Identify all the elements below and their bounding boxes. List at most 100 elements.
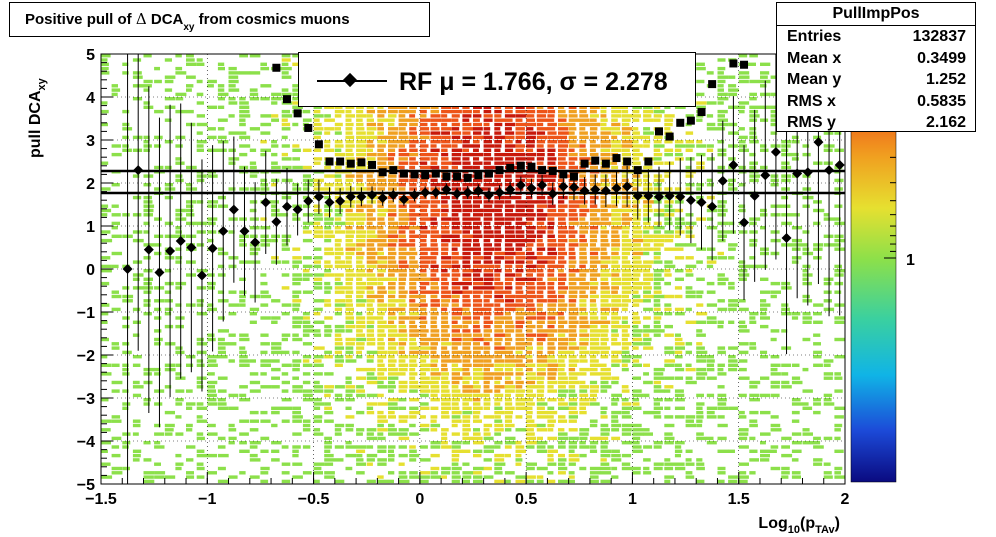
heatmap-cell [579, 393, 589, 398]
heatmap-cell [409, 445, 416, 449]
heatmap-cell [558, 294, 565, 299]
heatmap-cell [473, 260, 481, 264]
heatmap-cell [611, 260, 619, 264]
heatmap-cell [494, 217, 505, 221]
heatmap-cell [398, 269, 407, 273]
heatmap-cell [494, 109, 502, 114]
heatmap-cell [388, 174, 397, 178]
heatmap-cell [111, 445, 120, 449]
heatmap-cell [600, 453, 611, 458]
heatmap-cell [589, 471, 601, 475]
heatmap-cell [664, 238, 674, 243]
heatmap-cell [419, 428, 430, 432]
heatmap-cell [526, 221, 533, 226]
heatmap-cell [207, 423, 216, 428]
heatmap-cell [611, 264, 621, 269]
heatmap-cell [526, 226, 536, 230]
heatmap-cell [334, 226, 341, 230]
heatmap-cell [377, 350, 388, 355]
heatmap-cell [239, 294, 246, 299]
heatmap-cell [547, 187, 556, 191]
heatmap-cell [674, 277, 684, 281]
heatmap-cell [281, 406, 293, 410]
heatmap-cell [643, 140, 651, 144]
heatmap-cell [409, 453, 420, 458]
heatmap-cell [451, 144, 458, 148]
heatmap-cell [217, 342, 229, 346]
heatmap-cell [143, 479, 155, 484]
heatmap-cell [483, 307, 492, 312]
heatmap-cell [271, 161, 278, 165]
heatmap-cell [430, 105, 439, 109]
heatmap-cell [462, 290, 473, 294]
heatmap-cell [451, 359, 462, 363]
heatmap-cell [781, 303, 789, 307]
heatmap-cell [494, 105, 502, 109]
heatmap-cell [409, 200, 417, 204]
mean-point [526, 183, 537, 194]
heatmap-cell [515, 286, 523, 290]
heatmap-cell [292, 475, 303, 479]
heatmap-cell [600, 316, 607, 320]
heatmap-cell [696, 346, 705, 350]
heatmap-cell [430, 234, 442, 238]
heatmap-cell [281, 109, 290, 114]
heatmap-cell [366, 281, 378, 286]
heatmap-cell [377, 432, 384, 436]
heatmap-cell [462, 402, 469, 406]
sigma-point [346, 159, 355, 168]
heatmap-cell [558, 324, 564, 329]
heatmap-cell [334, 122, 343, 127]
heatmap-cell [260, 479, 269, 484]
heatmap-cell [101, 363, 112, 367]
heatmap-cell [494, 152, 506, 157]
heatmap-cell [388, 333, 400, 337]
heatmap-cell [558, 380, 569, 385]
heatmap-cell [632, 127, 639, 131]
heatmap-cell [366, 432, 374, 436]
heatmap-cell [600, 320, 611, 324]
heatmap-cell [281, 286, 290, 290]
heatmap-cell [228, 312, 237, 316]
heatmap-cell [207, 286, 215, 290]
heatmap-cell [674, 144, 686, 148]
heatmap-cell [101, 398, 109, 402]
heatmap-cell [101, 238, 113, 243]
heatmap-cell [473, 122, 482, 127]
heatmap-cell [653, 441, 663, 445]
heatmap-cell [324, 127, 335, 131]
heatmap-cell [132, 213, 142, 217]
heatmap-cell [430, 415, 438, 419]
heatmap-cell [568, 367, 576, 372]
heatmap-cell [313, 355, 324, 359]
heatmap-cell [430, 363, 438, 367]
heatmap-cell [292, 449, 299, 453]
heatmap-cell [356, 312, 363, 316]
heatmap-cell [589, 312, 597, 316]
heatmap-cell [632, 359, 640, 363]
heatmap-cell [589, 195, 599, 200]
heatmap-cell [441, 393, 451, 398]
heatmap-cell [388, 410, 395, 415]
heatmap-cell [377, 329, 385, 333]
heatmap-cell [334, 238, 342, 243]
heatmap-cell [345, 441, 352, 445]
heatmap-cell [791, 213, 800, 217]
heatmap-cell [441, 359, 452, 363]
heatmap-cell [770, 122, 777, 127]
heatmap-cell [260, 140, 267, 144]
heatmap-cell [600, 114, 607, 118]
heatmap-cell [802, 152, 811, 157]
heatmap-cell [132, 333, 140, 337]
sigma-point [410, 170, 419, 179]
heatmap-cell [302, 428, 311, 432]
heatmap-cell [292, 54, 302, 58]
heatmap-cell [611, 294, 622, 299]
heatmap-cell [324, 114, 331, 118]
heatmap-cell [483, 294, 492, 299]
heatmap-cell [175, 363, 182, 367]
heatmap-cell [611, 436, 621, 441]
heatmap-cell [356, 230, 366, 234]
heatmap-cell [579, 294, 589, 299]
heatmap-cell [558, 152, 568, 157]
